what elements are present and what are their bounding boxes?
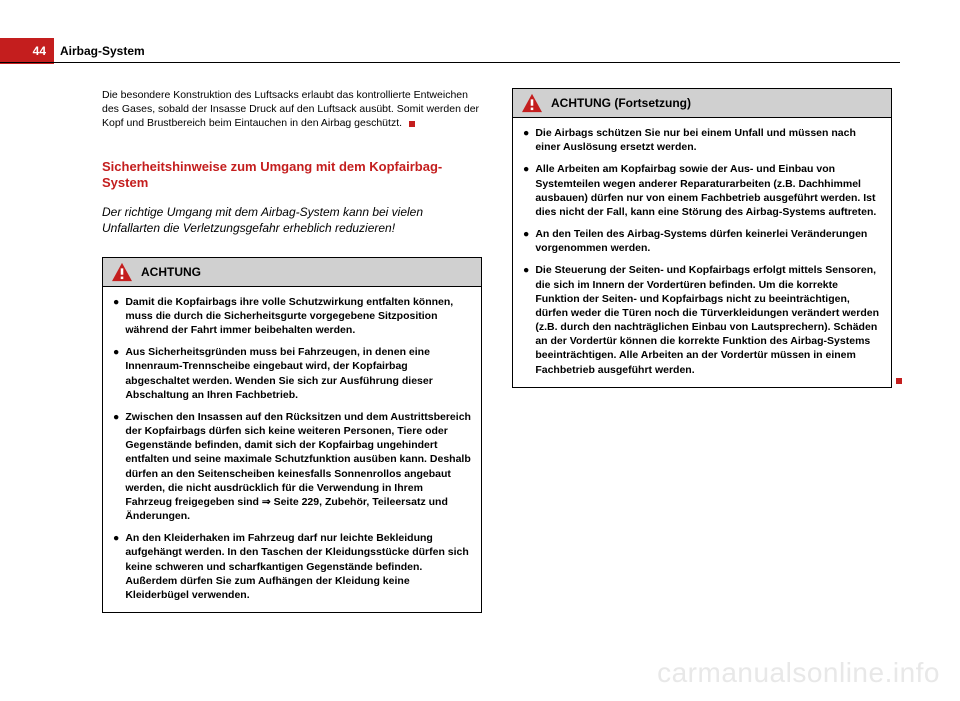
achtung-item: ● Damit die Kopfairbags ihre volle Schut… [113,295,471,338]
achtung-item: ● Alle Arbeiten am Kopfairbag sowie der … [523,162,881,219]
section-end-mark-icon [409,121,415,127]
achtung-label: ACHTUNG [141,265,201,279]
achtung-header: ACHTUNG [103,258,481,287]
content-area: Die besondere Konstruktion des Luftsacks… [102,88,892,613]
achtung-item-text: Die Steuerung der Seiten- und Kopfairbag… [535,263,881,376]
right-column: ACHTUNG (Fortsetzung) ● Die Airbags schü… [512,88,892,613]
achtung-body-left: ● Damit die Kopfairbags ihre volle Schut… [103,287,481,612]
achtung-item-text: Aus Sicherheitsgründen muss bei Fahrzeug… [125,345,471,402]
achtung-item-text: An den Kleiderhaken im Fahrzeug darf nur… [125,531,471,602]
section-subheading: Der richtige Umgang mit dem Airbag-Syste… [102,204,482,236]
achtung-item: ● An den Teilen des Airbag-Systems dürfe… [523,227,881,255]
bullet-icon: ● [113,531,119,602]
warning-triangle-icon [111,262,133,282]
bullet-icon: ● [113,295,119,338]
achtung-item: ● An den Kleiderhaken im Fahrzeug darf n… [113,531,471,602]
bullet-icon: ● [523,126,529,154]
intro-paragraph: Die besondere Konstruktion des Luftsacks… [102,88,482,131]
achtung-box: ACHTUNG ● Damit die Kopfairbags ihre vol… [102,257,482,613]
warning-triangle-icon [521,93,543,113]
section-end-mark-icon [896,378,902,384]
left-column: Die besondere Konstruktion des Luftsacks… [102,88,482,613]
bullet-icon: ● [113,345,119,402]
bullet-icon: ● [523,263,529,376]
achtung-item: ● Zwischen den Insassen auf den Rücksitz… [113,410,471,523]
intro-text: Die besondere Konstruktion des Luftsacks… [102,89,479,129]
achtung-item-text: Die Airbags schützen Sie nur bei einem U… [535,126,881,154]
achtung-item-text: Zwischen den Insassen auf den Rücksitzen… [125,410,471,523]
header-rule [0,62,900,63]
achtung-item-text: An den Teilen des Airbag-Systems dürfen … [535,227,881,255]
page-number: 44 [33,44,46,58]
achtung-box-continuation: ACHTUNG (Fortsetzung) ● Die Airbags schü… [512,88,892,388]
achtung-body-right: ● Die Airbags schützen Sie nur bei einem… [513,118,891,387]
watermark: carmanualsonline.info [657,657,940,689]
bullet-icon: ● [523,227,529,255]
section-heading: Sicherheitshinweise zum Umgang mit dem K… [102,159,482,193]
achtung-continuation-label: ACHTUNG (Fortsetzung) [551,96,691,110]
achtung-item: ● Die Airbags schützen Sie nur bei einem… [523,126,881,154]
bullet-icon: ● [523,162,529,219]
achtung-item: ● Aus Sicherheitsgründen muss bei Fahrze… [113,345,471,402]
bullet-icon: ● [113,410,119,523]
achtung-item-text: Alle Arbeiten am Kopfairbag sowie der Au… [535,162,881,219]
achtung-item: ● Die Steuerung der Seiten- und Kopfairb… [523,263,881,376]
achtung-item-text: Damit die Kopfairbags ihre volle Schutzw… [125,295,471,338]
achtung-header-continuation: ACHTUNG (Fortsetzung) [513,89,891,118]
page-number-tab: 44 [0,38,54,64]
header-title: Airbag-System [60,44,145,58]
